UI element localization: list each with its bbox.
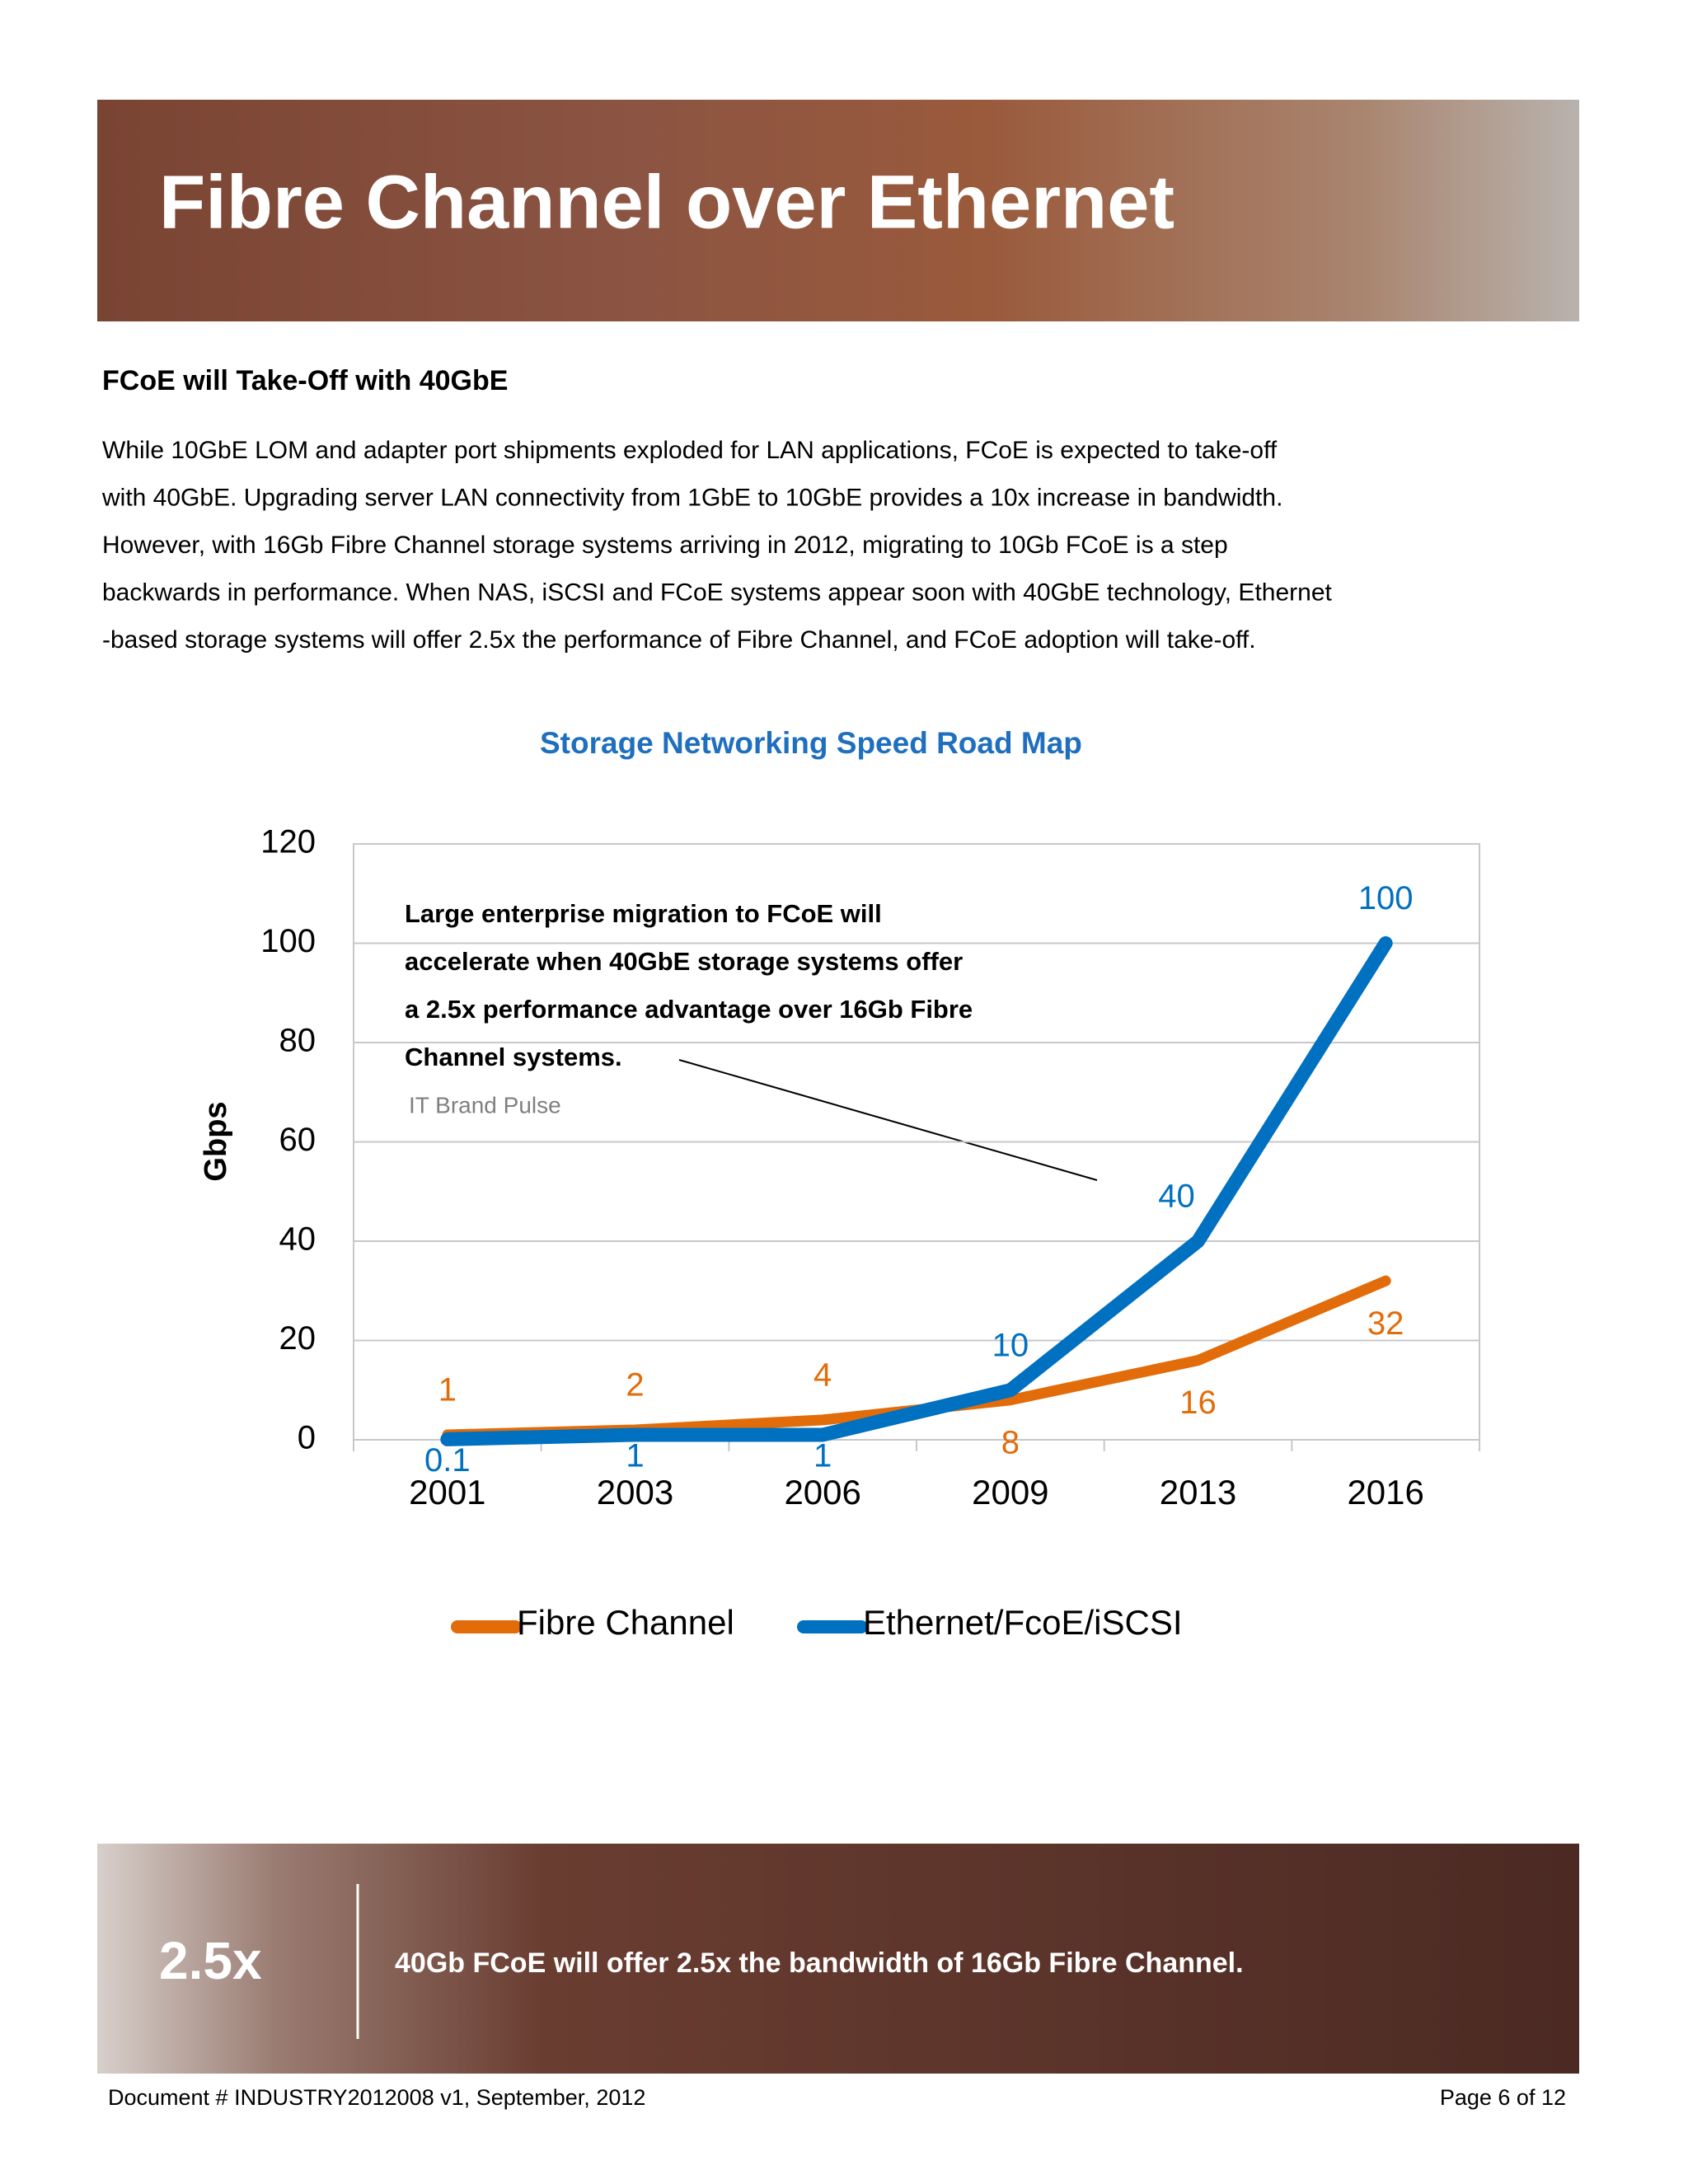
y-tick-label: 120 (260, 824, 316, 860)
y-tick-label: 0 (298, 1420, 316, 1456)
annotation-source: IT Brand Pulse (409, 1092, 561, 1118)
callout-figure: 2.5x (159, 1931, 262, 1990)
data-label: 0.1 (424, 1442, 471, 1479)
data-label: 1 (814, 1438, 832, 1474)
x-tick-label: 2016 (1347, 1473, 1423, 1511)
data-label: 16 (1179, 1385, 1217, 1421)
data-label: 10 (992, 1327, 1029, 1363)
data-label: 100 (1358, 880, 1414, 916)
paragraph-line: with 40GbE. Upgrading server LAN connect… (101, 484, 1282, 511)
x-tick-label: 2009 (972, 1473, 1048, 1511)
y-tick-label: 40 (279, 1221, 316, 1258)
data-label: 8 (1001, 1424, 1020, 1460)
data-label: 4 (814, 1357, 832, 1393)
paragraph-line: -based storage systems will offer 2.5x t… (102, 626, 1256, 654)
callout-banner (97, 1844, 1579, 2074)
annotation-line: Large enterprise migration to FCoE will (405, 899, 882, 928)
legend-label: Ethernet/FcoE/iSCSI (863, 1603, 1183, 1642)
x-tick-label: 2001 (409, 1473, 485, 1511)
y-tick-label: 100 (260, 923, 316, 959)
y-axis-label: Gbps (199, 1101, 233, 1181)
paragraph-line: While 10GbE LOM and adapter port shipmen… (102, 437, 1278, 464)
data-label: 1 (438, 1372, 457, 1408)
series-line (440, 936, 1393, 1446)
annotation-line: Channel systems. (405, 1043, 622, 1071)
y-tick-label: 20 (279, 1320, 316, 1357)
legend-label: Fibre Channel (517, 1603, 734, 1642)
annotation-arrow (678, 1059, 1098, 1181)
data-label: 32 (1367, 1305, 1404, 1342)
data-label: 1 (626, 1438, 644, 1474)
data-label: 40 (1158, 1179, 1195, 1215)
paragraph-line: backwards in performance. When NAS, iSCS… (102, 579, 1333, 606)
y-tick-label: 80 (279, 1023, 316, 1059)
x-tick-label: 2003 (597, 1473, 673, 1511)
x-tick-label: 2013 (1160, 1473, 1236, 1511)
annotation-line: accelerate when 40GbE storage systems of… (405, 947, 963, 976)
chart-title: Storage Networking Speed Road Map (540, 726, 1082, 760)
page-title: Fibre Channel over Ethernet (159, 160, 1175, 244)
footer-document: Document # INDUSTRY2012008 v1, September… (108, 2085, 645, 2110)
y-tick-label: 60 (279, 1122, 316, 1158)
annotation-line: a 2.5x performance advantage over 16Gb F… (405, 995, 973, 1024)
callout-text: 40Gb FCoE will offer 2.5x the bandwidth … (395, 1947, 1244, 1979)
paragraph-line: However, with 16Gb Fibre Channel storage… (102, 532, 1228, 559)
section-heading: FCoE will Take-Off with 40GbE (102, 365, 508, 396)
data-label: 2 (626, 1367, 644, 1404)
x-tick-label: 2006 (784, 1473, 860, 1511)
footer-page: Page 6 of 12 (1440, 2085, 1566, 2110)
header-banner (97, 100, 1579, 321)
